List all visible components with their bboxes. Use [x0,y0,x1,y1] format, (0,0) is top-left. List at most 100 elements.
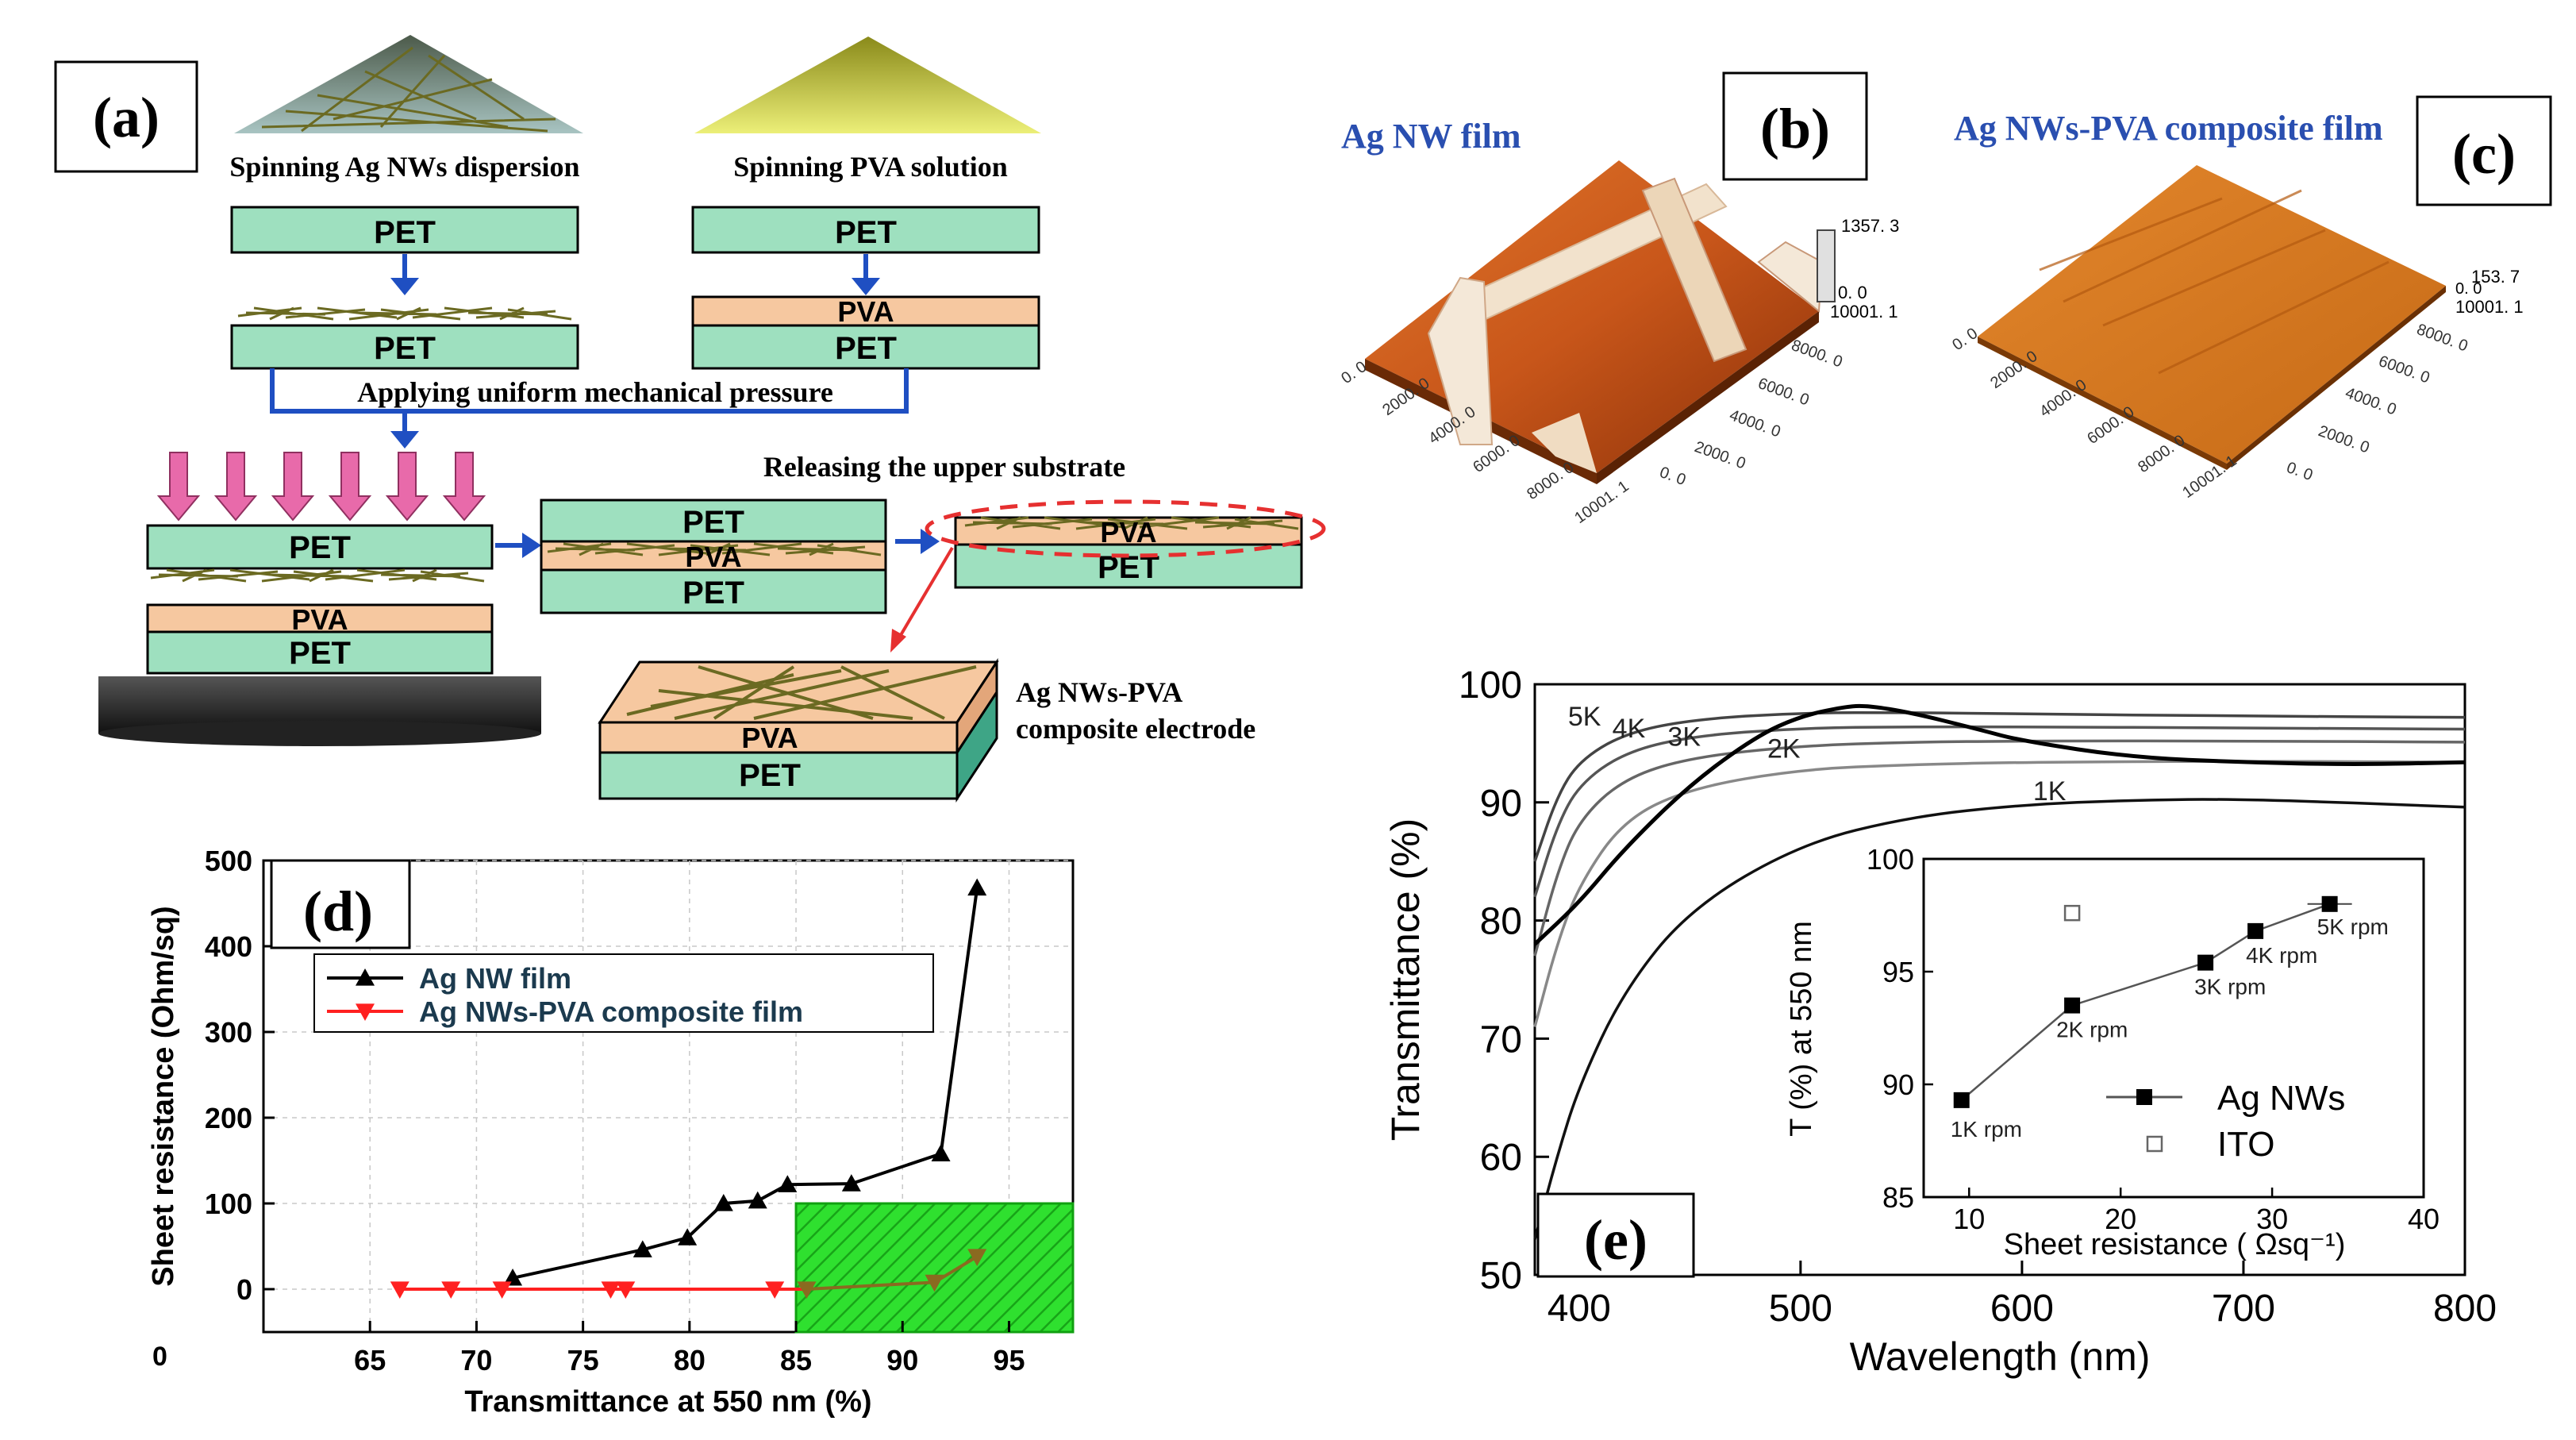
afm-nanowire-ridge [1427,276,1494,445]
afm-nanowire-ridge [1641,177,1747,363]
panel-c-label: (c) [2452,122,2516,186]
chart-e-inset: 10 20 30 40 85 90 95 100 1K rpm 2K rpm 3K rpm 4K r… [1785,843,2440,1261]
data-point [616,1281,636,1299]
y-tick-label: 300 [205,1016,252,1049]
arrow-right-head [921,529,940,554]
data-point [601,1281,621,1299]
afm-tick: 8000. 0 [1524,459,1577,503]
legend-label: Ag NWs [2217,1079,2345,1118]
y-tick-label: 90 [1882,1068,1914,1101]
inset-point [1953,1092,1970,1108]
chart-d-xlabel: Transmittance at 550 nm (%) [464,1385,871,1419]
afm-b-zzero: 0. 0 [1838,283,1867,302]
inset-point-label: 4K rpm [2246,943,2317,968]
agnw-layer-wires [149,568,486,583]
chart-e-ylabel: Transmittance (%) [1383,818,1428,1142]
y-tick-label: 200 [205,1102,252,1134]
data-point [797,1281,817,1299]
inset-point-label: 5K rpm [2317,914,2389,939]
y-tick-label: 0 [236,1273,252,1306]
data-point [841,1174,861,1192]
red-arrow [899,546,954,637]
afm-tick: 4000. 0 [1727,406,1782,441]
data-point [778,1175,798,1192]
pva-spray-cone [694,37,1041,133]
composite-wires-icon [626,665,977,720]
y-tick-label: 90 [1480,783,1522,825]
panel-e-chart: 400 500 600 700 800 50 60 70 80 90 100 5K 4K 3K 2K 1K … [1383,664,2497,1379]
data-point [925,1274,944,1292]
inset-frame [1922,857,2425,1199]
afm-tick: 2000. 0 [2316,422,2371,456]
x-tick-label: 500 [1769,1288,1832,1330]
spectrum-3K [1533,739,2466,957]
pet-label: PET [374,331,436,366]
pressure-arrows-icon [156,452,486,522]
agnw-layer-wires [236,306,573,321]
x-tick-label: 600 [1990,1288,2054,1330]
inset-point [2197,954,2214,971]
pet-layer [230,206,579,254]
afm-tick: 6000. 0 [2376,352,2432,387]
pva-layer [598,721,959,754]
x-tick-label: 400 [1548,1288,1611,1330]
y-tick-label: 85 [1882,1181,1914,1214]
chart-d-series [390,878,987,1299]
afm-tick: 8000. 0 [1789,337,1844,371]
inset-point-ito [2063,904,2081,922]
y-tick-label: 400 [205,930,252,963]
spectrum-2K [1533,760,2466,1027]
product-label-line2: composite electrode [1016,713,1255,745]
panel-a: (a) Spinning Ag NWs dispersion Spinning … [54,35,1326,803]
inset-ticks: 10 20 30 40 85 90 95 100 [1867,843,2440,1235]
pva-layer [146,603,494,633]
y-tick-label: 50 [1480,1255,1522,1297]
chart-d-left-edge-tick: 0 [152,1342,167,1372]
arrow-right-head [522,533,541,558]
chart-d-highlight-region [794,1202,1075,1334]
pva-label: PVA [741,722,798,754]
y-tick-label: 100 [1867,843,1914,876]
afm-tick: 4000. 0 [2343,384,2398,418]
afm-tick: 6000. 0 [1755,375,1811,409]
chart-d-ticks: 65 70 75 80 85 90 95 0 100 200 300 400 500 [205,845,1025,1376]
x-tick-label: 700 [2212,1288,2275,1330]
chart-d-ylabel: Sheet resistance (Ohm/sq) [147,906,180,1286]
pet-layer [230,324,579,370]
panel-a-label-box [54,60,198,173]
inset-xlabel: Sheet resistance ( Ωsq⁻¹) [2004,1228,2346,1261]
legend-marker [356,968,375,986]
inset-point-label: 2K rpm [2056,1018,2128,1042]
pet-label: PET [835,331,897,366]
data-point [931,1144,951,1161]
spectrum-1K [1533,798,2466,1240]
agnw-wires-icon [261,46,556,133]
step-spin-agnw: Spinning Ag NWs dispersion [229,151,579,183]
panel-d-label: (d) [303,880,373,943]
pet-label: PET [289,636,351,671]
data-point [967,878,987,896]
panel-a-label: (a) [93,86,160,149]
afm-tick: 0. 0 [2284,459,2315,484]
panel-b-label: (b) [1760,97,1830,160]
panel-b: Ag NW film (b) 1357. 3 0. 0 10001. 1 0. … [1338,71,1899,527]
y-tick-label: 100 [1459,664,1522,707]
x-tick-label: 70 [460,1344,492,1376]
pet-layer [540,499,887,543]
pva-label: PVA [1100,516,1156,549]
data-point [765,1281,785,1299]
panel-c-label-box [2416,95,2552,206]
afm-tick: 0. 0 [1949,325,1981,354]
curve-label: 1K [2033,776,2067,807]
product-label-line1: Ag NWs-PVA [1016,676,1182,708]
afm-tick: 8000. 0 [2135,432,2188,476]
pet-label: PET [739,758,801,793]
arrow-down-head [390,431,419,449]
inset-point [2247,922,2264,939]
panel-e-label: (e) [1584,1208,1647,1272]
arrow-down-head [852,278,880,295]
chart-e-xlabel: Wavelength (nm) [1850,1334,2151,1379]
